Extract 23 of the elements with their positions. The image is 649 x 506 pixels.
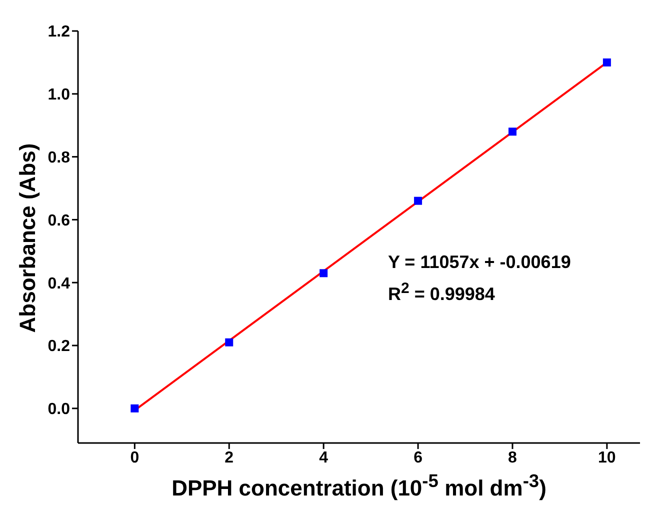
y-tick-label: 1.2 [48, 24, 70, 41]
x-tick-label: 4 [319, 449, 328, 466]
y-tick-label: 0.8 [48, 149, 70, 166]
x-tick-label: 6 [414, 449, 423, 466]
x-axis-title: DPPH concentration (10$^{-5}$ mol dm$^{-3}$) [170, 470, 548, 502]
point [320, 269, 328, 278]
annotation: Y = 11057x + -0.00619 [388, 252, 571, 273]
point [602, 58, 611, 66]
point [130, 404, 139, 412]
x-tick-label: 10 [598, 449, 616, 466]
annotation: R$^{2}$ = 0.99984 [388, 280, 495, 305]
x-tick-label: 0 [130, 449, 140, 466]
y-tick-label: 0.2 [48, 338, 70, 356]
point [225, 338, 234, 346]
y-axis-title: Absorbance (Abs) [15, 143, 41, 333]
x-tick-label: 2 [224, 449, 234, 466]
y-tick-label: 1.0 [48, 86, 70, 104]
y-tick-label: 0.0 [48, 401, 70, 418]
point [414, 196, 422, 205]
point [508, 128, 516, 136]
y-tick-label: 0.4 [48, 275, 70, 292]
y-tick-label: 0.6 [48, 212, 70, 230]
x-tick-label: 8 [508, 449, 518, 466]
